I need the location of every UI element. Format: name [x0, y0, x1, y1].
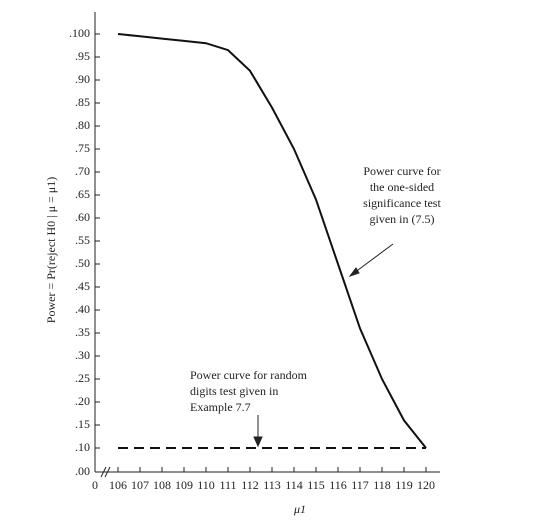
axis-break	[100, 466, 111, 478]
annotation: the one-sided	[370, 180, 434, 194]
x-axis-label: μ1	[293, 502, 306, 516]
x-tick-label: 114	[285, 478, 303, 492]
y-tick-label: .65	[75, 187, 90, 201]
annotation: given in (7.5)	[370, 212, 435, 226]
y-tick-label: .10	[75, 440, 90, 454]
x-tick-label: 109	[175, 478, 193, 492]
series-line	[117, 33, 427, 449]
y-axis-label: Power = Pr(reject H0 | μ = μ1)	[44, 177, 58, 323]
y-tick-label: .75	[75, 141, 90, 155]
x-tick-label: 0	[92, 478, 98, 492]
y-tick-label: .80	[75, 118, 90, 132]
annotation: Power curve for random	[190, 368, 308, 382]
y-tick-label: .60	[75, 210, 90, 224]
x-tick-label: 108	[153, 478, 171, 492]
y-tick-label: .20	[75, 394, 90, 408]
y-tick-label: .55	[75, 233, 90, 247]
y-tick-label: .40	[75, 302, 90, 316]
y-tick-label: .25	[75, 371, 90, 385]
annotation: Power curve for	[363, 164, 440, 178]
y-tick-label: .90	[75, 72, 90, 86]
y-tick-label: .30	[75, 348, 90, 362]
annotation: Example 7.7	[190, 400, 251, 414]
x-tick-label: 111	[219, 478, 236, 492]
x-tick-label: 107	[131, 478, 149, 492]
y-tick-label: .50	[75, 256, 90, 270]
y-tick-label: .100	[69, 26, 90, 40]
y-tick-label: .35	[75, 325, 90, 339]
x-tick-label: 106	[109, 478, 127, 492]
x-tick-label: 116	[329, 478, 347, 492]
annotation: digits test given in	[190, 384, 278, 398]
y-tick-label: .95	[75, 49, 90, 63]
y-tick-label: .15	[75, 417, 90, 431]
y-tick-label: .85	[75, 95, 90, 109]
annotation: significance test	[363, 196, 441, 210]
y-tick-label: .45	[75, 279, 90, 293]
arrows	[253, 243, 394, 448]
x-tick-label: 119	[395, 478, 413, 492]
x-tick-label: 115	[307, 478, 325, 492]
x-tick-label: 117	[351, 478, 369, 492]
y-tick-label: .70	[75, 164, 90, 178]
x-tick-label: 110	[197, 478, 215, 492]
x-tick-label: 113	[263, 478, 281, 492]
x-tick-label: 118	[373, 478, 391, 492]
x-tick-label: 120	[417, 478, 435, 492]
y-tick-label: .00	[75, 464, 90, 478]
x-tick-label: 112	[241, 478, 259, 492]
